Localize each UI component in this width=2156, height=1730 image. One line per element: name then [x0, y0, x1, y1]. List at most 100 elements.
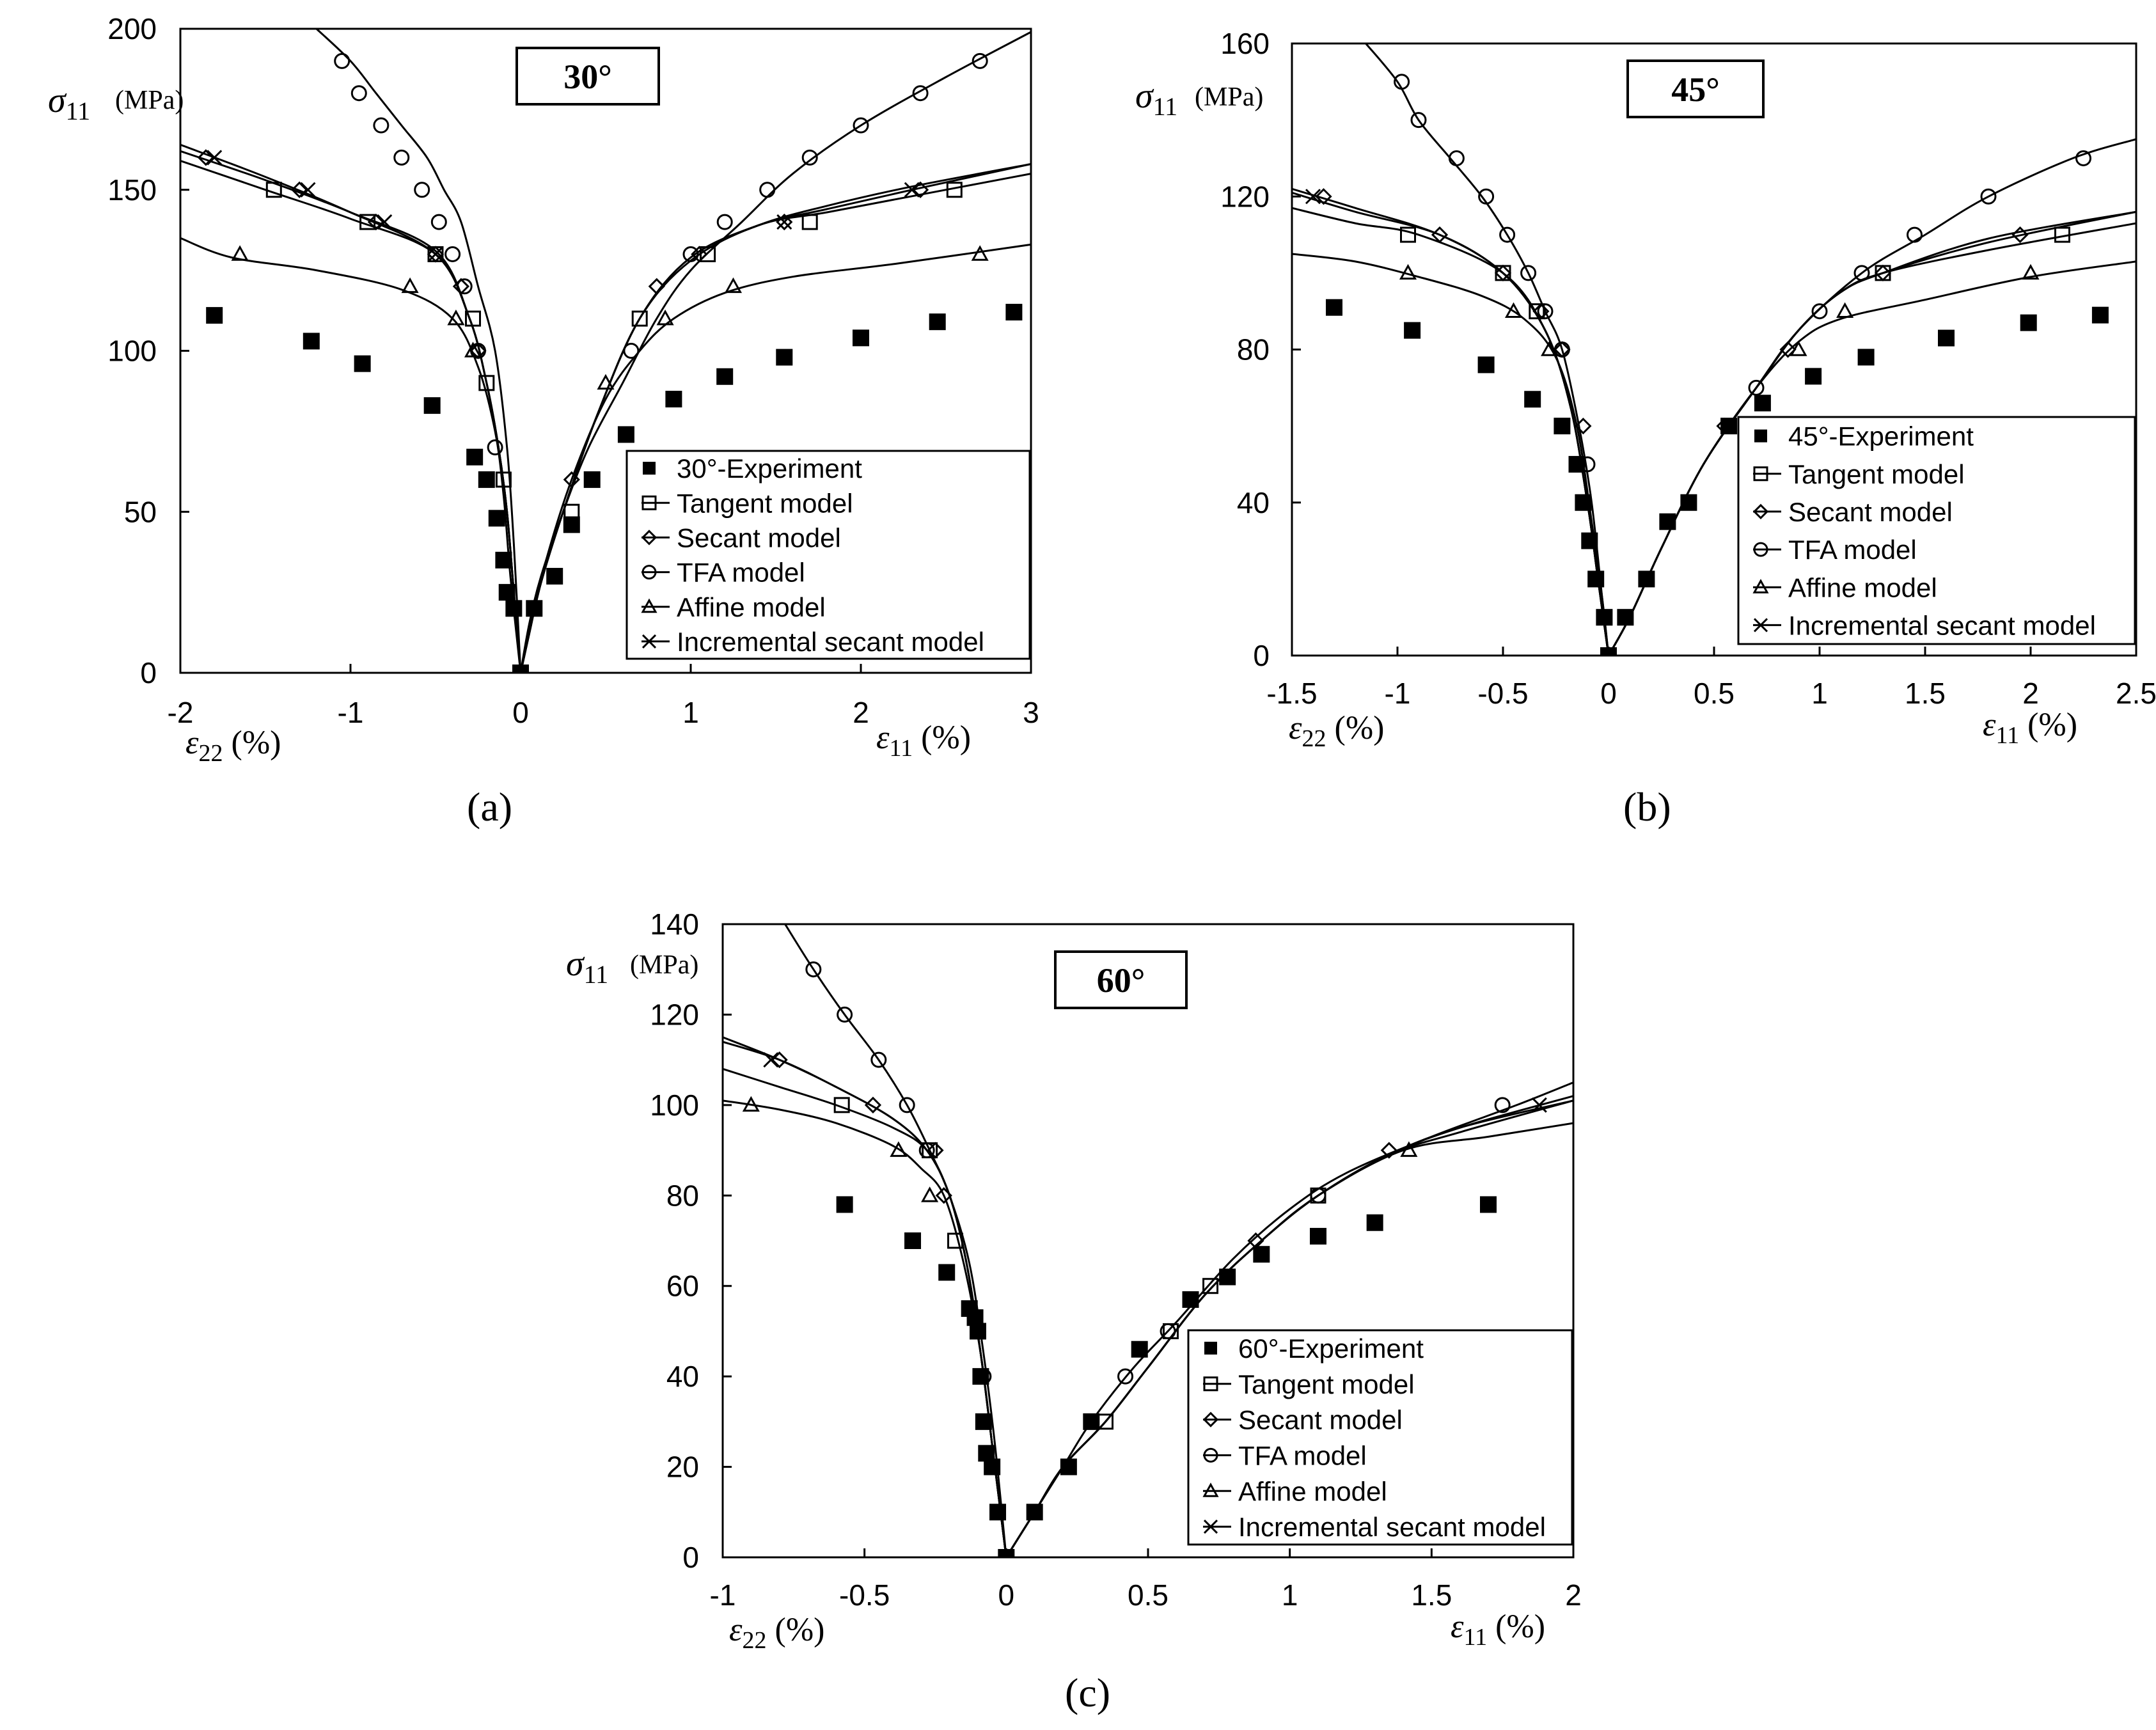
x-tick-label: 0.5 — [1128, 1578, 1168, 1612]
x-tick-label: -0.5 — [1477, 677, 1528, 710]
x-tick-label: -1 — [1385, 677, 1411, 710]
data-point — [466, 448, 484, 466]
series-marker — [1310, 1187, 1326, 1204]
series-marker — [2075, 150, 2091, 166]
legend-label: TFA model — [1788, 535, 1917, 565]
y-tick-label: 150 — [107, 173, 157, 207]
legend-label: Incremental secant model — [677, 627, 984, 657]
series-marker — [763, 1052, 779, 1068]
series-marker — [801, 214, 818, 230]
series-marker — [1554, 342, 1570, 358]
x-axis-title-right: ε11 (%) — [876, 720, 971, 762]
series-marker — [1531, 1097, 1547, 1113]
x-tick-label: 3 — [1023, 696, 1039, 729]
series-marker — [563, 503, 580, 520]
x-tick-label: 1 — [1811, 677, 1828, 710]
legend-label: Tangent model — [1238, 1369, 1415, 1399]
legend-label: 60°-Experiment — [1238, 1333, 1424, 1364]
x-tick-label: 2 — [1565, 1578, 1582, 1612]
legend-marker — [1753, 466, 1768, 482]
data-point — [1310, 1227, 1326, 1245]
legend-box — [1187, 1329, 1573, 1546]
legend-marker — [1203, 1376, 1218, 1392]
y-tick-label: 100 — [650, 1089, 699, 1122]
series-marker — [1532, 303, 1550, 320]
series-marker — [1811, 303, 1828, 320]
series-marker — [427, 246, 445, 263]
series-marker — [972, 52, 988, 69]
legend-label: 45°-Experiment — [1788, 421, 1974, 452]
series-marker — [1836, 302, 1854, 318]
y-tick-label: 60 — [666, 1270, 699, 1303]
legend-label: Secant model — [677, 523, 841, 553]
series-marker — [350, 85, 367, 102]
series-marker — [1537, 303, 1554, 320]
series-line — [1292, 187, 1610, 656]
series-marker — [300, 182, 316, 198]
series-marker — [401, 277, 419, 294]
series-marker — [682, 246, 699, 262]
series-marker — [207, 150, 223, 166]
series-marker — [1494, 1097, 1511, 1113]
series-marker — [899, 1097, 915, 1113]
x-axis-title-right: ε11 (%) — [1451, 1608, 1545, 1651]
series-marker — [805, 961, 822, 978]
y-axis-unit: (MPa) — [115, 86, 184, 115]
data-point — [2020, 314, 2037, 331]
x-tick-label: 0 — [998, 1578, 1015, 1612]
data-point — [1554, 418, 1571, 435]
series-marker — [890, 1141, 908, 1157]
series-incremental-secant-model — [180, 143, 1031, 673]
series-marker — [1980, 188, 1997, 205]
legend-box — [1737, 416, 2136, 645]
series-marker — [1478, 188, 1495, 205]
legend-marker — [1754, 429, 1767, 443]
legend-label: Tangent model — [677, 488, 853, 518]
series-marker — [464, 342, 482, 358]
legend-marker — [1203, 1520, 1218, 1534]
series-marker — [291, 181, 308, 198]
series-incremental-secant-model — [723, 1036, 1573, 1557]
legend-marker — [1753, 618, 1768, 633]
y-axis-unit: (MPa) — [630, 950, 698, 980]
data-point — [665, 391, 682, 408]
series-marker — [2011, 226, 2029, 244]
series-marker — [1305, 189, 1321, 205]
series-marker — [946, 182, 963, 198]
chart-title: 45° — [1671, 70, 1720, 109]
series-marker — [759, 182, 776, 198]
series-line — [315, 29, 522, 673]
y-tick-label: 200 — [107, 12, 157, 45]
legend-label: TFA model — [1238, 1440, 1367, 1470]
series-marker — [776, 214, 792, 230]
series-marker — [1098, 1413, 1113, 1430]
y-tick-label: 50 — [124, 495, 157, 528]
legend-marker — [641, 495, 657, 510]
data-point — [853, 329, 869, 347]
data-point — [929, 313, 946, 331]
x-axis-title-right: ε11 (%) — [1983, 707, 2077, 749]
series-line — [723, 1036, 1007, 1557]
y-tick-label: 120 — [650, 998, 699, 1031]
series-marker — [447, 310, 465, 326]
series-marker — [1117, 1368, 1134, 1385]
series-45-experiment — [1326, 299, 2109, 656]
y-tick-label: 40 — [1237, 486, 1270, 519]
series-marker — [393, 149, 410, 166]
series-marker — [377, 214, 393, 230]
y-tick-label: 0 — [682, 1541, 699, 1574]
legend-label: Affine model — [1238, 1476, 1387, 1506]
legend-marker — [1753, 542, 1768, 557]
series-marker — [487, 439, 503, 456]
series-marker — [921, 1186, 939, 1202]
series-marker — [1504, 302, 1523, 318]
data-point — [1617, 609, 1634, 626]
legend-marker — [1752, 503, 1769, 520]
data-point — [2091, 306, 2109, 324]
series-line — [1005, 1099, 1573, 1557]
x-tick-label: 0.5 — [1694, 677, 1735, 710]
series-marker — [1394, 74, 1410, 90]
series-marker — [631, 310, 648, 327]
series-marker — [870, 1051, 887, 1068]
data-point — [206, 307, 223, 324]
